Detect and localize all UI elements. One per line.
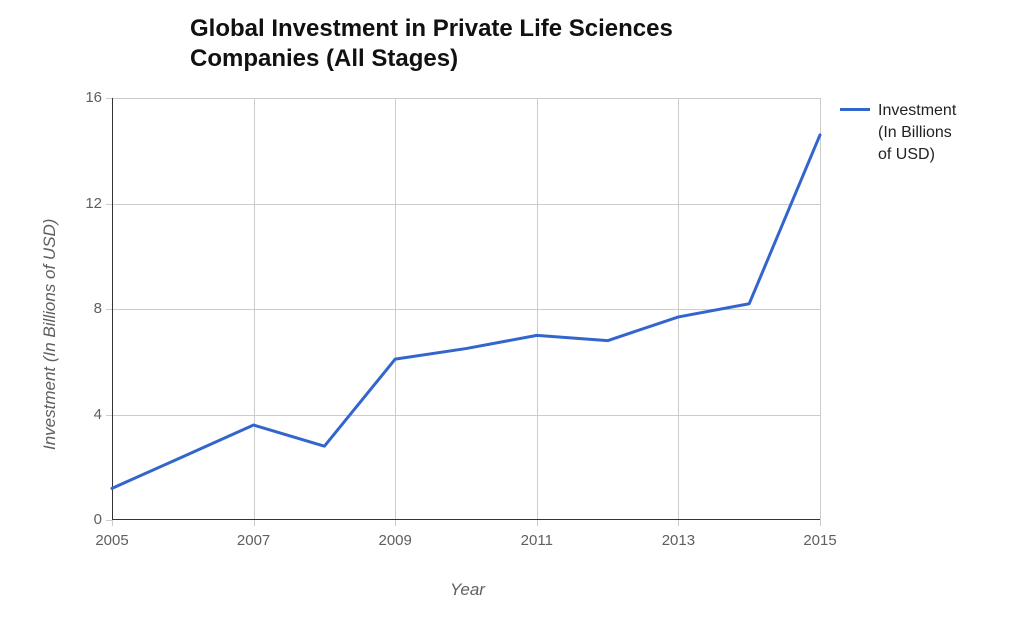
x-tick-label: 2015 <box>790 532 850 549</box>
chart-title-line1: Global Investment in Private Life Scienc… <box>190 15 673 43</box>
x-tick-label: 2013 <box>648 532 708 549</box>
x-tick <box>254 520 255 526</box>
legend-label-line2: (In Billions <box>878 122 952 144</box>
legend-label-line1: Investment <box>878 100 956 122</box>
y-tick-label: 0 <box>62 511 102 528</box>
gridline-vertical <box>820 98 821 520</box>
legend-color-swatch <box>840 108 870 111</box>
legend: Investment (In Billions of USD) <box>840 100 1010 180</box>
x-tick-label: 2009 <box>365 532 425 549</box>
x-tick-label: 2005 <box>82 532 142 549</box>
x-tick-label: 2007 <box>224 532 284 549</box>
x-tick <box>537 520 538 526</box>
x-tick <box>820 520 821 526</box>
y-tick-label: 16 <box>62 89 102 106</box>
x-tick <box>112 520 113 526</box>
plot-area: 0481216200520072009201120132015 <box>112 98 820 520</box>
y-tick-label: 8 <box>62 300 102 317</box>
legend-label-line3: of USD) <box>878 144 935 166</box>
chart-container: Global Investment in Private Life Scienc… <box>0 0 1024 633</box>
y-axis-label: Investment (In Billions of USD) <box>40 219 60 450</box>
y-tick-label: 4 <box>62 406 102 423</box>
x-tick-label: 2011 <box>507 532 567 549</box>
chart-title-line2: Companies (All Stages) <box>190 45 458 73</box>
x-axis-label: Year <box>450 580 485 600</box>
data-line <box>112 135 820 488</box>
data-series <box>112 98 820 520</box>
x-tick <box>678 520 679 526</box>
y-tick-label: 12 <box>62 195 102 212</box>
x-tick <box>395 520 396 526</box>
